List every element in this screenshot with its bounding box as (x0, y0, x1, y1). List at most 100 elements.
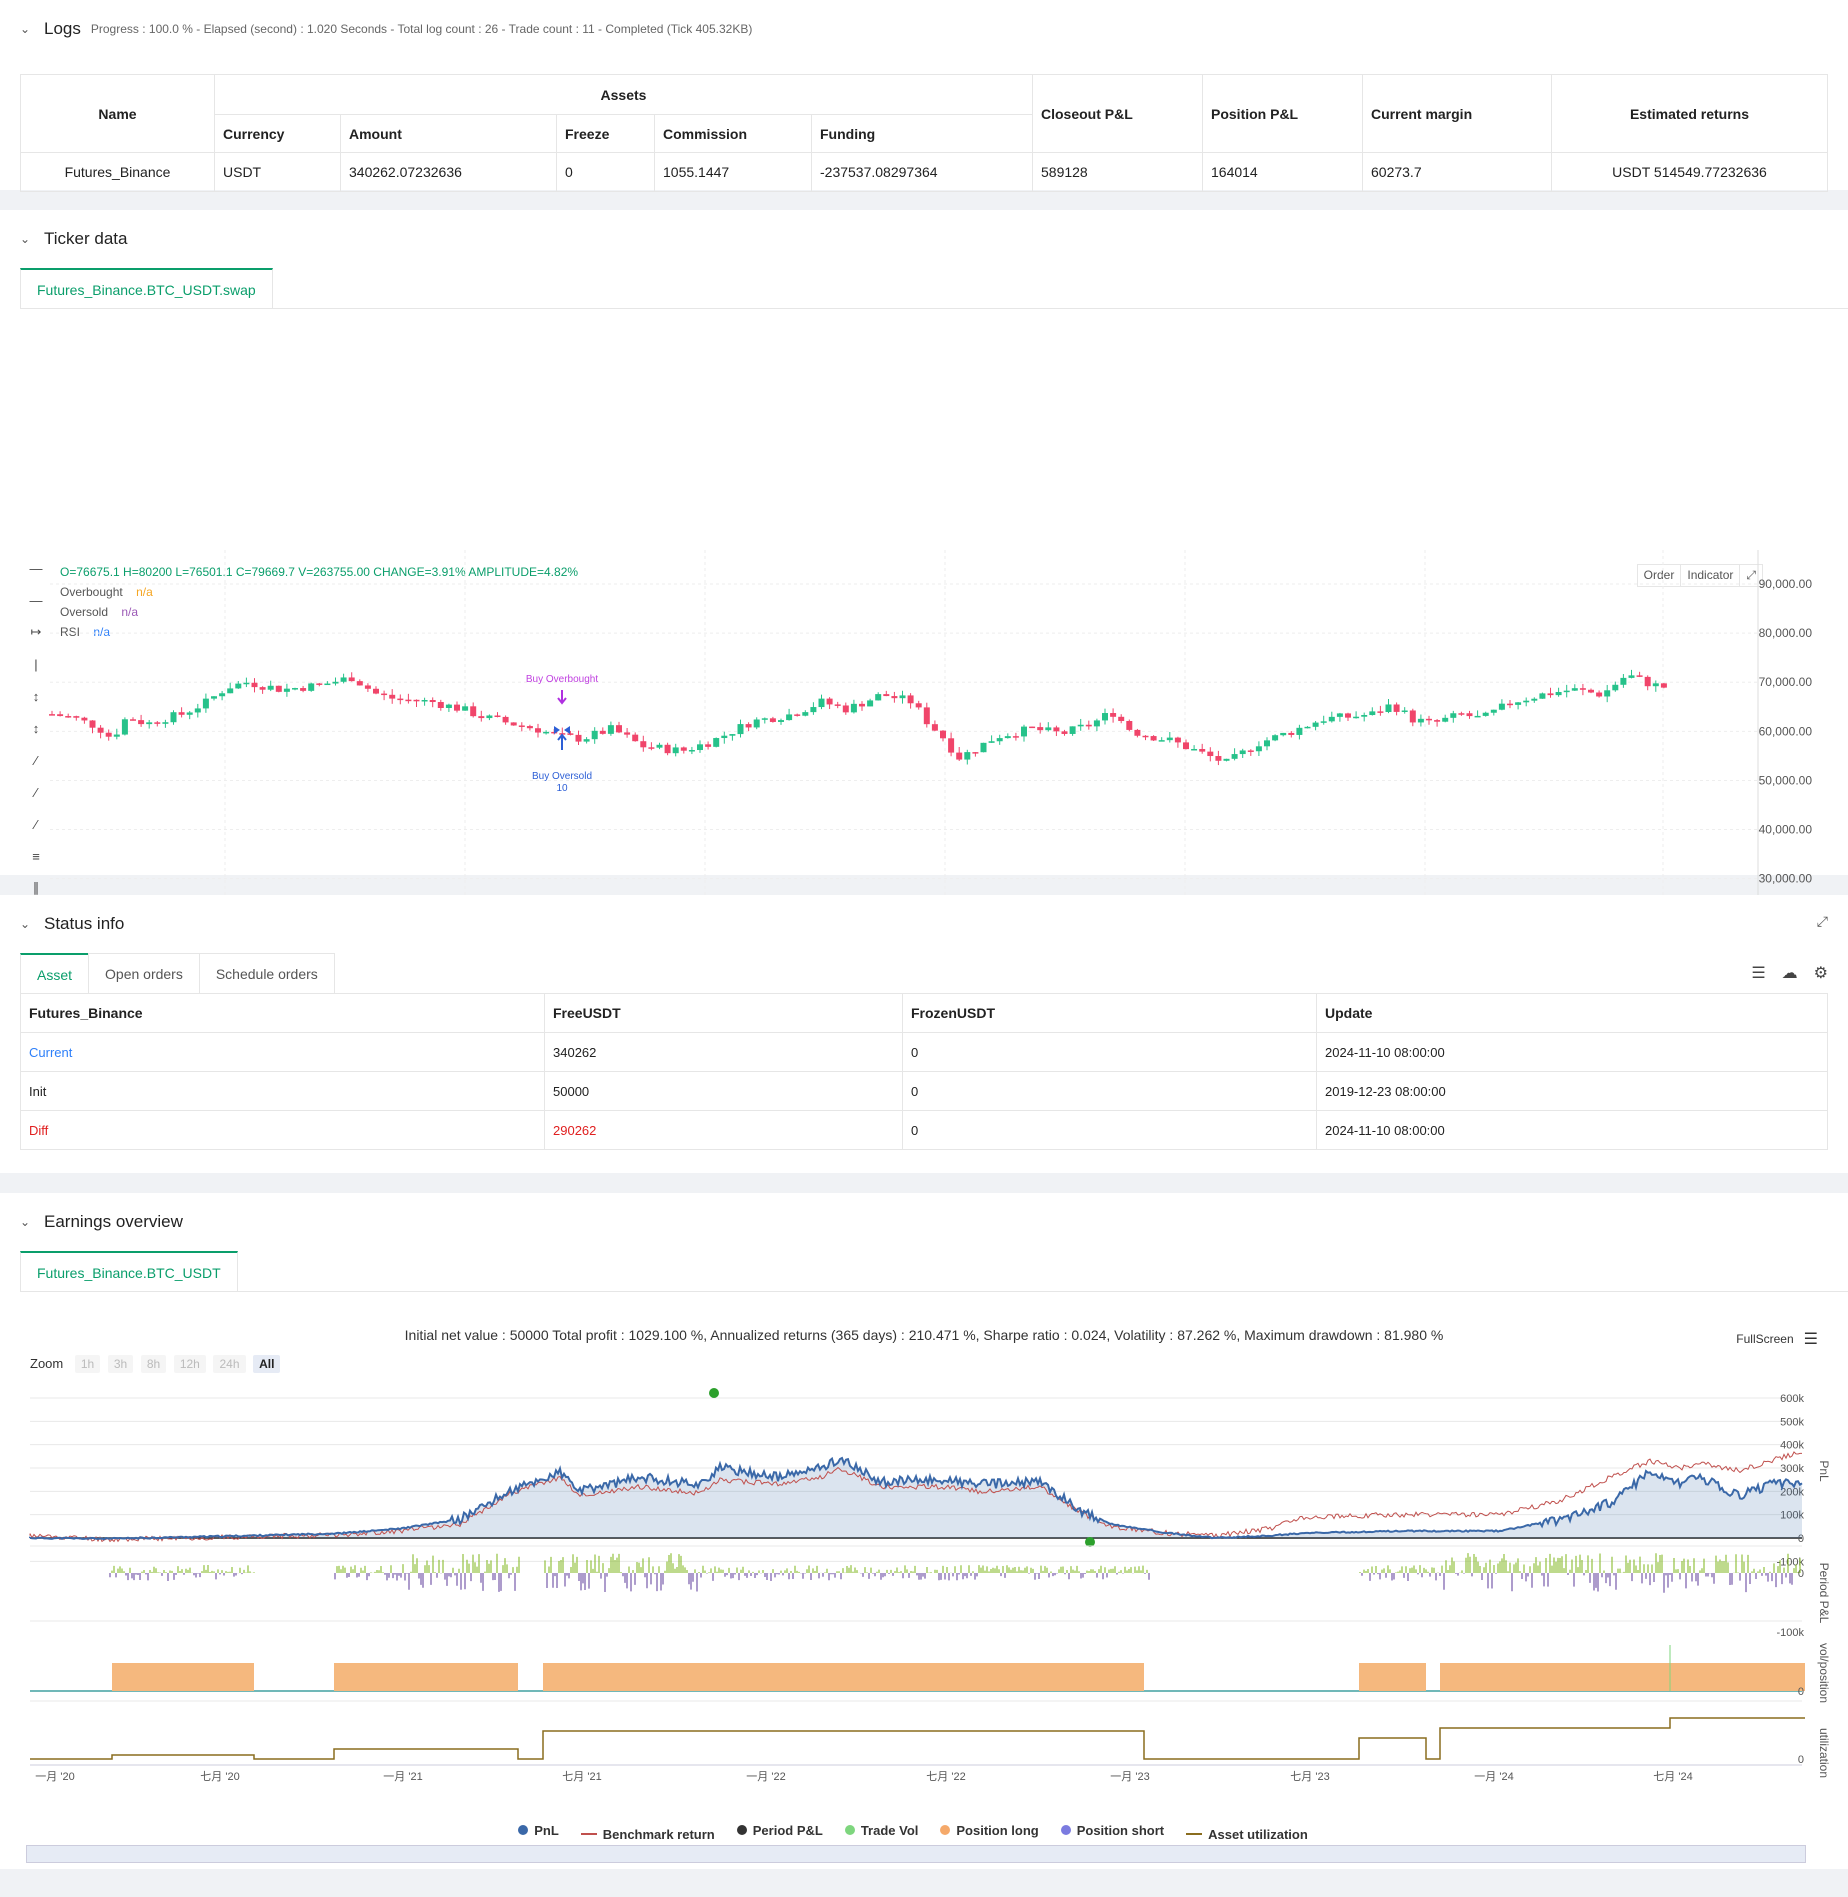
candle (591, 730, 598, 740)
candle (697, 744, 703, 751)
col-update: Update (1316, 993, 1828, 1033)
cell-returns: USDT 514549.77232636 (1551, 152, 1828, 192)
cell-update: 2024-11-10 08:00:00 (1316, 1110, 1828, 1150)
legend-item[interactable]: Trade Vol (844, 1823, 918, 1838)
logs-header[interactable]: ⌄ Logs Progress : 100.0 % - Elapsed (sec… (0, 0, 1848, 58)
fullscreen-button[interactable]: FullScreen (1736, 1332, 1794, 1346)
tab-schedule-orders[interactable]: Schedule orders (198, 953, 335, 993)
candle (1450, 713, 1457, 718)
chevron-down-icon[interactable]: ⌄ (20, 22, 31, 36)
chevron-down-icon[interactable]: ⌄ (20, 232, 31, 246)
horizontal-line-icon[interactable]: — (29, 592, 43, 608)
zoom-8h[interactable]: 8h (140, 1355, 167, 1373)
ticker-header[interactable]: ⌄ Ticker data (0, 210, 1848, 268)
candle (1474, 715, 1481, 718)
candle (818, 698, 825, 708)
legend-item[interactable]: Asset utilization (1186, 1827, 1308, 1842)
expand-icon[interactable]: ⤢ (1740, 564, 1763, 587)
tab-asset[interactable]: Asset (20, 953, 90, 993)
candle (1426, 718, 1432, 721)
order-button[interactable]: Order (1636, 564, 1682, 587)
candle (1393, 704, 1400, 712)
status-section: ⌄ Status info ⤢ Asset Open orders Schedu… (0, 895, 1848, 1173)
navigator-scrollbar[interactable] (26, 1845, 1806, 1863)
vertical-segment-icon[interactable]: ↕ (32, 720, 40, 736)
vertical-ray-icon[interactable]: ↕ (32, 688, 40, 704)
earnings-legend: PnL Benchmark return Period P&L Trade Vol Po… (0, 1822, 1848, 1842)
gear-icon[interactable]: ⚙ (1813, 965, 1828, 982)
candle (737, 724, 744, 735)
candle (713, 738, 720, 747)
legend-swatch (736, 1825, 747, 1835)
cloud-upload-icon[interactable]: ☁ (1781, 965, 1798, 982)
candle (1077, 724, 1084, 727)
y-tick-label: 80,000.00 (1759, 626, 1813, 640)
status-header[interactable]: ⌄ Status info ⤢ (0, 895, 1848, 953)
earnings-header[interactable]: ⌄ Earnings overview (0, 1193, 1848, 1251)
ticker-section: ⌄ Ticker data Futures_Binance.BTC_USDT.s… (0, 210, 1848, 1070)
trend-line-icon[interactable]: ∕ (34, 752, 38, 768)
tab-earnings-symbol[interactable]: Futures_Binance.BTC_USDT (20, 1251, 238, 1291)
vertical-line-icon[interactable]: | (34, 656, 38, 672)
pnl-area (30, 1457, 1802, 1540)
position-long-block (1440, 1663, 1805, 1691)
chevron-down-icon[interactable]: ⌄ (20, 917, 31, 931)
legend-item[interactable]: PnL (518, 1823, 559, 1838)
horizontal-segment-icon[interactable]: ↦ (30, 624, 42, 639)
indicator-oversold: Oversold n/a (60, 605, 139, 619)
legend-swatch (518, 1825, 529, 1835)
candle (729, 734, 736, 736)
candle (1150, 736, 1157, 741)
parallel-lines-icon[interactable]: ∥ (32, 880, 40, 895)
segment-icon[interactable]: ∕ (34, 816, 38, 832)
zoom-all[interactable]: All (253, 1355, 281, 1373)
legend-swatch (1186, 1833, 1203, 1835)
zoom-3h[interactable]: 3h (107, 1355, 134, 1373)
vol-tick-label: 0 (1798, 1686, 1804, 1698)
position-long-block (112, 1663, 254, 1691)
legend-item[interactable]: Period P&L (736, 1823, 823, 1838)
candle (753, 719, 760, 728)
candle (769, 718, 776, 722)
collapse-icon[interactable]: ⤢ (1816, 913, 1828, 929)
cell-position: 164014 (1202, 152, 1363, 192)
candle (1102, 713, 1108, 721)
candle (802, 712, 809, 716)
chevron-down-icon[interactable]: ⌄ (20, 1215, 31, 1229)
legend-item[interactable]: Benchmark return (580, 1827, 715, 1842)
candle (510, 722, 517, 726)
row-label-current[interactable]: Current (20, 1032, 545, 1072)
candle (1336, 713, 1343, 717)
price-label-icon[interactable]: ≡ (32, 848, 40, 864)
tab-ticker-symbol[interactable]: Futures_Binance.BTC_USDT.swap (20, 268, 273, 308)
candle (1466, 713, 1473, 717)
candle (1571, 688, 1578, 691)
legend-item[interactable]: Position short (1060, 1823, 1164, 1838)
zoom-24h[interactable]: 24h (213, 1355, 246, 1373)
candle (454, 704, 460, 711)
ray-line-icon[interactable]: ∕ (34, 784, 38, 800)
candle (373, 688, 379, 694)
menu-icon[interactable]: ☰ (1803, 1331, 1818, 1348)
candle (794, 714, 801, 716)
candle (915, 703, 922, 708)
zoom-12h[interactable]: 12h (173, 1355, 206, 1373)
list-icon[interactable]: ☰ (1751, 965, 1766, 982)
candle (1596, 692, 1603, 697)
cell-free: 50000 (544, 1071, 903, 1111)
position-long-block (334, 1663, 518, 1691)
horizontal-ray-icon[interactable]: — (29, 560, 43, 576)
indicator-button[interactable]: Indicator (1681, 564, 1741, 587)
pnl-tick-label: 500k (1780, 1416, 1804, 1428)
zoom-1h[interactable]: 1h (74, 1355, 101, 1373)
candle (1142, 735, 1149, 738)
candle (656, 744, 663, 748)
legend-item[interactable]: Position long (940, 1823, 1039, 1838)
earnings-chart[interactable]: 600k500k400k300k200k100k0-100kPnLPeriod … (0, 1383, 1848, 1853)
marker-oversold-qty: 10 (556, 783, 568, 794)
axis-title: vol/position (1817, 1643, 1831, 1703)
candle (891, 696, 898, 699)
tab-open-orders[interactable]: Open orders (88, 953, 200, 993)
x-tick-label: 一月 '24 (1474, 1771, 1513, 1783)
candle (705, 744, 712, 747)
